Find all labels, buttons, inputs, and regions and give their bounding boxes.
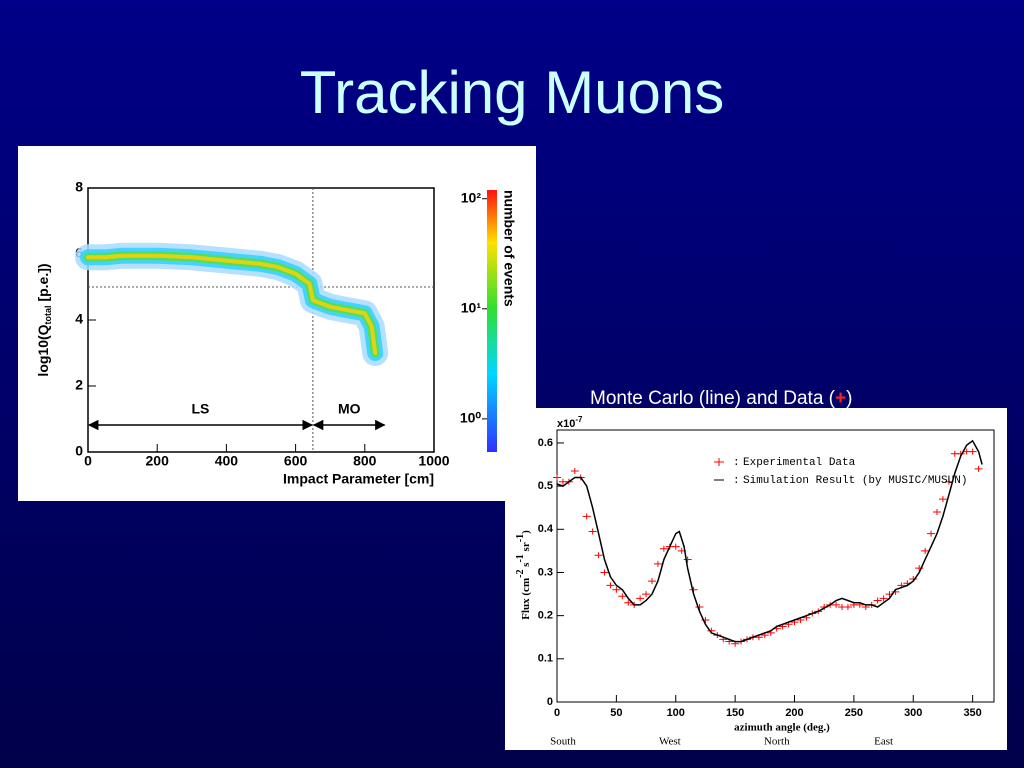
data-point xyxy=(588,528,597,535)
slide-title: Tracking Muons xyxy=(300,59,725,126)
x-tick-label: 0 xyxy=(84,453,92,469)
y-axis-label-part: -1 xyxy=(515,554,526,562)
x-tick-label: 100 xyxy=(667,707,685,719)
legend-label: Experimental Data xyxy=(743,457,856,469)
data-point xyxy=(879,595,888,602)
direction-label: North xyxy=(764,736,790,748)
legend-separator: : xyxy=(733,475,740,487)
y-tick-label: 0.4 xyxy=(538,523,554,535)
data-point xyxy=(618,593,627,600)
data-point xyxy=(642,591,651,598)
x-tick-label: 600 xyxy=(284,453,308,469)
y-tick-label: 2 xyxy=(75,377,83,393)
x-tick-label: 200 xyxy=(146,453,170,469)
y-multiplier-part: x10 xyxy=(557,418,575,430)
data-point xyxy=(927,530,936,537)
subtitle-part: Monte Carlo (line) and Data ( xyxy=(590,388,836,409)
data-point xyxy=(873,597,882,604)
x-tick-label: 800 xyxy=(353,453,377,469)
y-axis-label-part: Flux (cm xyxy=(520,578,532,620)
y-tick-label: 0.2 xyxy=(538,610,553,622)
data-point xyxy=(606,582,615,589)
y-tick-label: 0.5 xyxy=(538,480,553,492)
chart-panel xyxy=(18,146,536,501)
y-axis-label-part: s xyxy=(520,562,532,570)
chart-panel xyxy=(505,408,1007,750)
data-point xyxy=(671,543,680,550)
density-band xyxy=(86,253,378,355)
data-point xyxy=(843,604,852,611)
colorbar-tick-label: 10⁰ xyxy=(460,410,482,426)
y-axis-label-part: total xyxy=(43,305,53,324)
data-point xyxy=(636,595,645,602)
data-point xyxy=(921,547,930,554)
y-axis-label: Flux (cm-2 s-1 sr-1) xyxy=(515,530,532,620)
legend-separator: : xyxy=(733,457,740,469)
x-tick-label: 350 xyxy=(963,707,981,719)
data-point xyxy=(944,478,953,485)
y-multiplier-part: -7 xyxy=(575,415,583,424)
subtitle-part: ) xyxy=(846,388,852,409)
data-point xyxy=(653,560,662,567)
y-axis-label-part: [p.e.]) xyxy=(35,263,51,305)
direction-label: South xyxy=(550,736,576,748)
y-tick-label: 0.6 xyxy=(538,437,553,449)
y-tick-label: 8 xyxy=(75,179,83,195)
x-tick-label: 50 xyxy=(610,707,622,719)
x-tick-label: 400 xyxy=(215,453,239,469)
colorbar-tick-label: 10¹ xyxy=(461,299,482,315)
chart-2: 0 50 100 150 200 250 300 350 0 0.1 0.2 0.3 0.4 0.5 0.6… xyxy=(515,415,995,748)
plot-frame xyxy=(556,429,995,703)
colorbar-tick-label: 10² xyxy=(461,189,482,205)
data-point xyxy=(612,586,621,593)
y-axis-label-part: sr xyxy=(520,542,532,554)
y-axis-label-part: log10(Q xyxy=(35,324,51,376)
x-tick-label: 150 xyxy=(726,707,744,719)
x-axis-label: azimuth angle (deg.) xyxy=(734,722,830,734)
x-tick-label: 1000 xyxy=(418,453,449,469)
data-point xyxy=(553,474,561,481)
data-point xyxy=(974,465,983,472)
data-point xyxy=(938,496,947,503)
y-tick-label: 0 xyxy=(547,696,553,708)
x-tick-label: 0 xyxy=(554,707,560,719)
y-tick-label: 4 xyxy=(75,311,83,327)
data-point xyxy=(659,545,668,552)
region-label: MO xyxy=(338,401,361,417)
y-tick-label: 0.1 xyxy=(538,653,553,665)
legend-marker xyxy=(714,458,724,466)
subtitle: Monte Carlo (line) and Data (+) xyxy=(590,388,852,409)
y-axis-label: log10(Qtotal [p.e.]) xyxy=(35,263,54,376)
colorbar xyxy=(487,190,497,452)
x-tick-label: 200 xyxy=(785,707,803,719)
data-line xyxy=(556,439,983,643)
y-multiplier: x10-7 xyxy=(557,415,583,430)
region-label: LS xyxy=(192,401,210,417)
data-point xyxy=(594,552,603,559)
y-tick-label: 0 xyxy=(75,443,83,459)
data-point xyxy=(570,468,579,475)
data-point xyxy=(683,556,692,563)
data-point xyxy=(600,569,609,576)
data-point xyxy=(832,601,841,608)
y-axis-label-part: -2 xyxy=(515,570,526,578)
data-point xyxy=(933,509,941,516)
data-point xyxy=(624,599,633,606)
data-point xyxy=(968,448,977,455)
y-axis-label-part: -1 xyxy=(515,534,526,542)
data-point xyxy=(582,513,591,520)
legend-label: Simulation Result (by MUSIC/MUSUN) xyxy=(743,475,967,487)
x-tick-label: 250 xyxy=(845,707,863,719)
direction-label: East xyxy=(874,736,893,748)
x-tick-label: 300 xyxy=(904,707,922,719)
subtitle-part: + xyxy=(835,388,846,409)
data-point xyxy=(648,578,656,585)
y-tick-label: 0.3 xyxy=(538,566,553,578)
y-axis-label-part: ) xyxy=(520,530,532,534)
colorbar-label: number of events xyxy=(501,190,517,307)
direction-label: West xyxy=(659,736,681,748)
x-axis-label: Impact Parameter [cm] xyxy=(283,471,434,487)
